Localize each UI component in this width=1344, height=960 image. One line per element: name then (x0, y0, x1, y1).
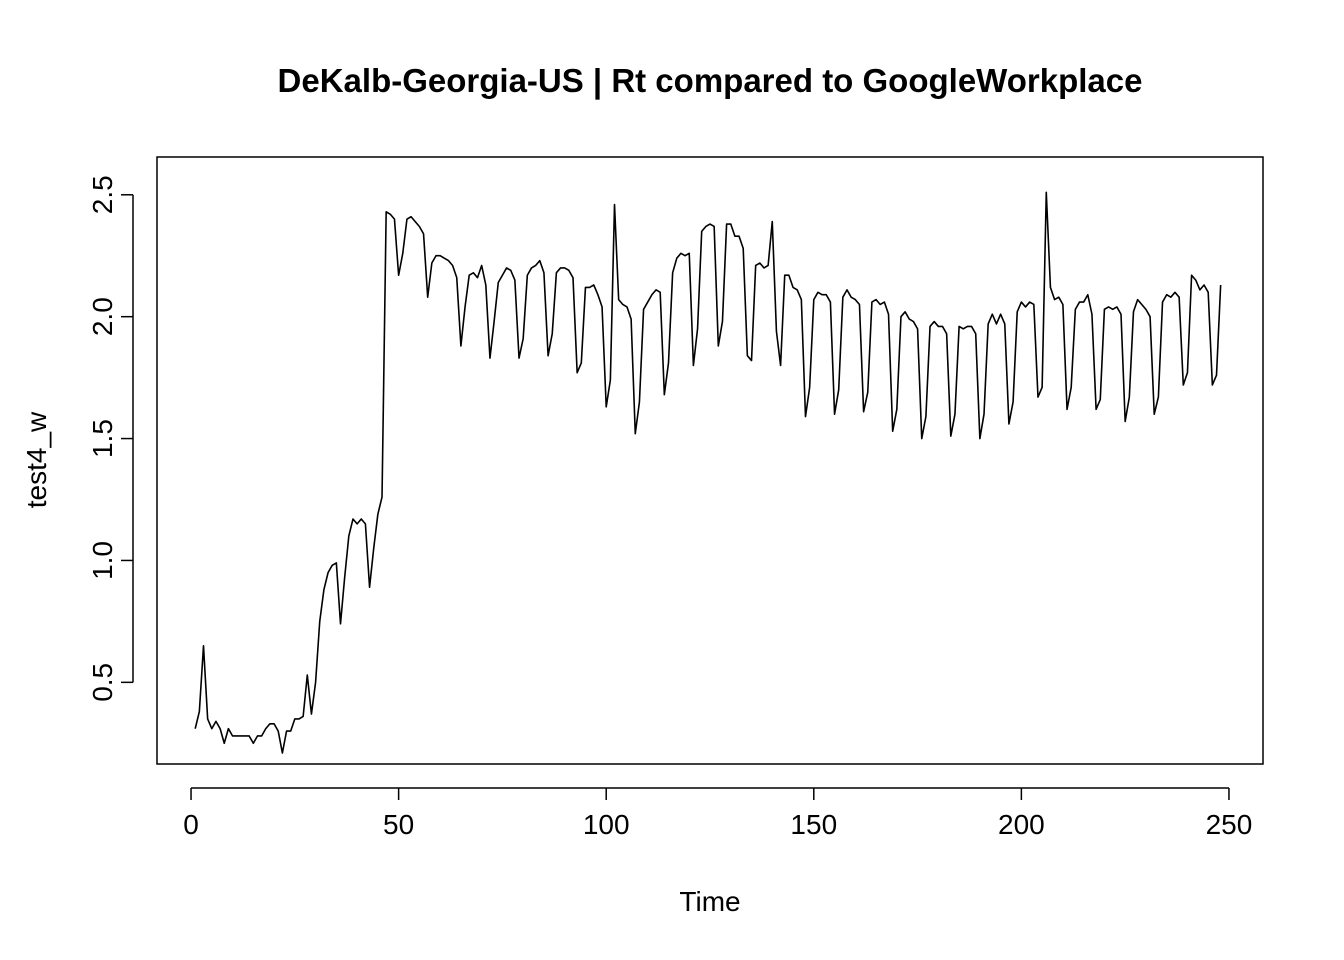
x-tick-label: 150 (790, 809, 837, 840)
x-axis-label: Time (679, 886, 740, 917)
x-tick-label: 50 (383, 809, 414, 840)
y-tick-label: 2.5 (87, 175, 118, 214)
y-axis: 0.5 1.0 1.5 2.0 2.5 (87, 175, 134, 702)
plot-frame (156, 156, 1264, 765)
series-line (194, 191, 1222, 754)
x-tick-label: 250 (1206, 809, 1253, 840)
y-tick-label: 0.5 (87, 663, 118, 702)
x-tick-label: 200 (998, 809, 1045, 840)
chart-title: DeKalb-Georgia-US | Rt compared to Googl… (278, 62, 1143, 99)
x-tick-label: 0 (183, 809, 199, 840)
x-axis: 0 50 100 150 200 250 (183, 787, 1253, 840)
y-tick-label: 2.0 (87, 297, 118, 336)
y-axis-label: test4_w (21, 411, 52, 508)
y-tick-label: 1.5 (87, 419, 118, 458)
x-tick-label: 100 (583, 809, 630, 840)
y-tick-label: 1.0 (87, 541, 118, 580)
